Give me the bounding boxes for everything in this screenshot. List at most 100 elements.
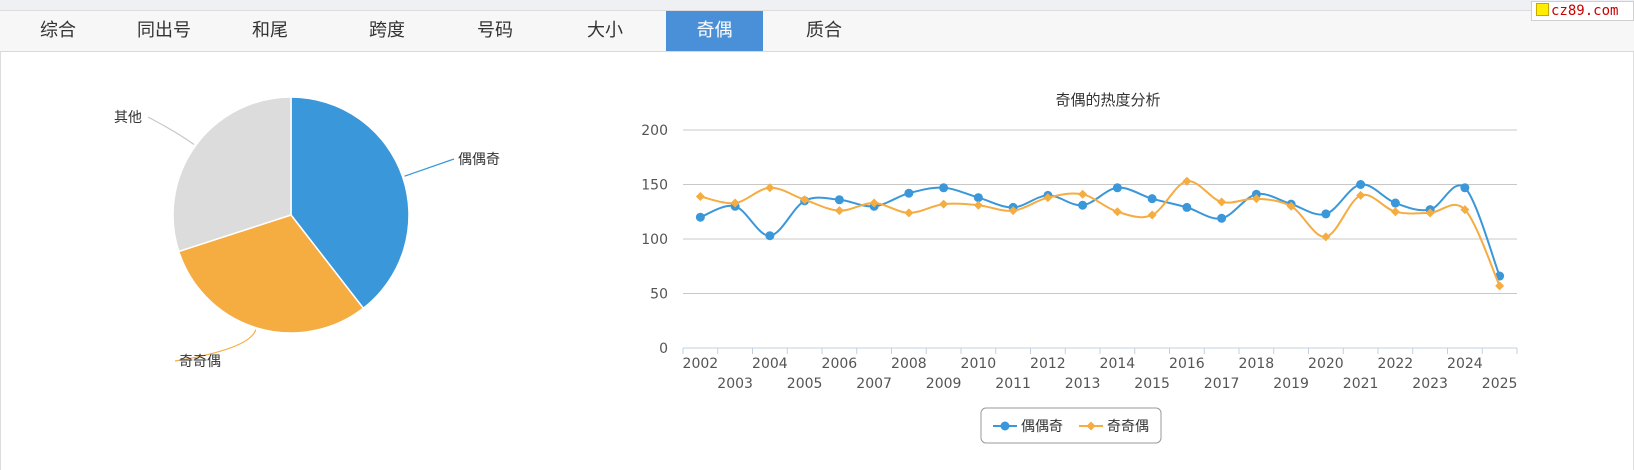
x-tick-label-2022: 2022	[1378, 356, 1414, 372]
chart-title: 奇偶的热度分析	[1055, 91, 1160, 109]
point-ouou-ji-2024[interactable]	[1460, 183, 1470, 193]
point-ouou-ji-2021[interactable]	[1356, 180, 1366, 189]
tab-jiou[interactable]: 奇偶	[666, 11, 763, 51]
point-jiji-ou-2003[interactable]	[730, 198, 740, 208]
point-jiji-ou-2015[interactable]	[1147, 210, 1157, 220]
point-jiji-ou-2018[interactable]	[1251, 194, 1261, 204]
point-ouou-ji-2004[interactable]	[765, 231, 775, 241]
x-tick-label-2020: 2020	[1308, 356, 1344, 372]
legend-marker-ouou-ji[interactable]	[1000, 421, 1010, 431]
point-ouou-ji-2006[interactable]	[834, 195, 844, 205]
y-tick-label-200: 200	[641, 123, 668, 139]
x-tick-label-2009: 2009	[926, 376, 962, 392]
x-tick-label-2017: 2017	[1204, 376, 1240, 392]
point-ouou-ji-2016[interactable]	[1182, 202, 1192, 212]
site-watermark: cz89.com	[1531, 1, 1634, 21]
point-jiji-ou-2023[interactable]	[1425, 208, 1435, 218]
point-ouou-ji-2017[interactable]	[1217, 213, 1227, 223]
point-jiji-ou-2013[interactable]	[1078, 189, 1088, 199]
x-tick-label-2015: 2015	[1134, 376, 1170, 392]
x-tick-label-2021: 2021	[1343, 376, 1379, 392]
y-tick-label-0: 0	[659, 341, 668, 357]
point-jiji-ou-2002[interactable]	[695, 191, 705, 201]
top-strip	[0, 0, 1634, 11]
x-tick-label-2004: 2004	[752, 356, 788, 372]
x-tick-label-2002: 2002	[683, 356, 719, 372]
point-ouou-ji-2014[interactable]	[1112, 183, 1122, 193]
x-tick-label-2018: 2018	[1239, 356, 1275, 372]
tab-kuadu[interactable]: 跨度	[369, 20, 405, 41]
tab-bar: 综合 同出号 和尾 跨度 号码 大小 奇偶 质合	[0, 11, 1634, 52]
pie-slice-jiji-ou[interactable]	[177, 214, 365, 334]
y-tick-label-150: 150	[641, 178, 668, 194]
point-ouou-ji-2022[interactable]	[1390, 198, 1400, 208]
y-tick-label-100: 100	[641, 232, 668, 248]
point-ouou-ji-2010[interactable]	[973, 193, 983, 203]
x-tick-label-2014: 2014	[1100, 356, 1136, 372]
x-tick-label-2010: 2010	[961, 356, 997, 372]
pie-label-jiji-ou: 奇奇偶	[179, 353, 221, 370]
pie-label-ouou-ji: 偶偶奇	[458, 151, 500, 168]
x-tick-label-2007: 2007	[856, 376, 892, 392]
x-tick-label-2008: 2008	[891, 356, 927, 372]
y-tick-label-50: 50	[650, 287, 668, 303]
point-ouou-ji-2002[interactable]	[695, 212, 705, 222]
point-jiji-ou-2020[interactable]	[1321, 232, 1331, 242]
point-jiji-ou-2021[interactable]	[1356, 190, 1366, 200]
point-jiji-ou-2008[interactable]	[904, 208, 914, 218]
series-line-ouou-ji	[700, 183, 1501, 277]
point-jiji-ou-2011[interactable]	[1008, 206, 1018, 216]
point-ouou-ji-2009[interactable]	[939, 183, 949, 193]
tab-tongchuhao[interactable]: 同出号	[137, 20, 191, 41]
x-tick-label-2016: 2016	[1169, 356, 1205, 372]
point-ouou-ji-2013[interactable]	[1078, 200, 1088, 210]
point-jiji-ou-2019[interactable]	[1286, 201, 1296, 211]
legend-label-jiji-ou[interactable]: 奇奇偶	[1107, 418, 1149, 435]
point-jiji-ou-2014[interactable]	[1112, 207, 1122, 217]
x-tick-label-2012: 2012	[1030, 356, 1066, 372]
x-tick-label-2011: 2011	[995, 376, 1031, 392]
point-jiji-ou-2005[interactable]	[800, 195, 810, 205]
legend-marker-jiji-ou[interactable]	[1086, 421, 1096, 431]
tab-zonghe[interactable]: 综合	[40, 20, 76, 41]
legend-label-ouou-ji[interactable]: 偶偶奇	[1021, 418, 1063, 435]
point-ouou-ji-2015[interactable]	[1147, 194, 1157, 204]
pie-slice-ouou-ji[interactable]	[290, 96, 410, 310]
tab-haoma[interactable]: 号码	[477, 20, 513, 41]
point-ouou-ji-2020[interactable]	[1321, 209, 1331, 219]
tab-hewei[interactable]: 和尾	[252, 20, 288, 41]
chart-legend: 偶偶奇 奇奇偶	[980, 407, 1162, 444]
x-tick-label-2024: 2024	[1447, 356, 1483, 372]
x-tick-label-2003: 2003	[717, 376, 753, 392]
x-tick-label-2025: 2025	[1482, 376, 1518, 392]
x-tick-label-2005: 2005	[787, 376, 823, 392]
x-tick-label-2013: 2013	[1065, 376, 1101, 392]
point-jiji-ou-2024[interactable]	[1460, 205, 1470, 215]
point-jiji-ou-2022[interactable]	[1390, 207, 1400, 217]
point-jiji-ou-2017[interactable]	[1217, 197, 1227, 207]
x-tick-label-2023: 2023	[1412, 376, 1448, 392]
point-jiji-ou-2025[interactable]	[1495, 281, 1505, 291]
point-jiji-ou-2004[interactable]	[765, 183, 775, 193]
point-jiji-ou-2007[interactable]	[869, 198, 879, 208]
pie-connector-ouou-ji	[404, 158, 455, 177]
pie-connector-qita	[147, 116, 195, 145]
x-tick-label-2019: 2019	[1273, 376, 1309, 392]
legend-box	[980, 407, 1162, 444]
point-jiji-ou-2009[interactable]	[939, 199, 949, 209]
point-jiji-ou-2016[interactable]	[1182, 176, 1192, 186]
pie-connector-jiji-ou	[174, 329, 257, 362]
tab-daxiao[interactable]: 大小	[587, 20, 623, 41]
point-jiji-ou-2010[interactable]	[973, 200, 983, 210]
pie-label-qita: 其他	[114, 110, 142, 126]
chart-area: 偶偶奇 奇奇偶 其他 奇偶的热度分析 0 50 100 150 200 2002 2003 2004…	[0, 52, 1634, 470]
watermark-square-icon	[1536, 3, 1549, 16]
pie-slice-qita[interactable]	[172, 96, 292, 253]
point-jiji-ou-2012[interactable]	[1043, 193, 1053, 203]
x-tick-label-2006: 2006	[822, 356, 858, 372]
point-jiji-ou-2006[interactable]	[834, 206, 844, 216]
line-chart: 奇偶的热度分析 0 50 100 150 200 2002 2003 2004 2005 2006 2…	[641, 91, 1518, 444]
tab-zhihe[interactable]: 质合	[806, 20, 842, 41]
point-ouou-ji-2008[interactable]	[904, 188, 914, 198]
